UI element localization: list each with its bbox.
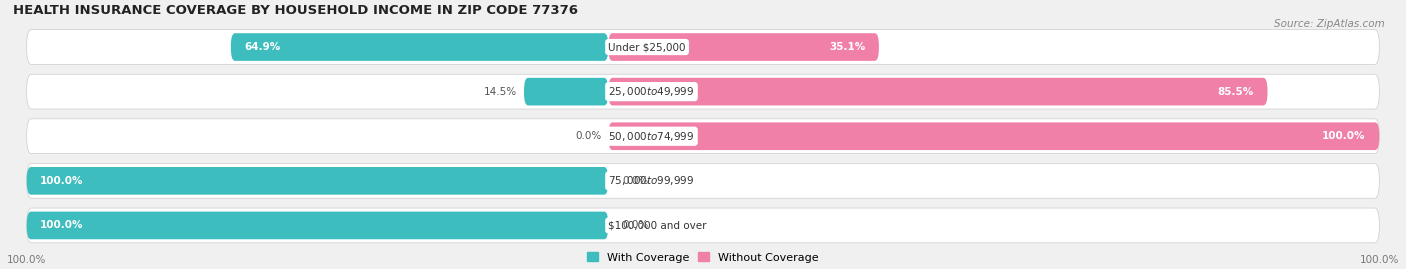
FancyBboxPatch shape (27, 167, 609, 195)
FancyBboxPatch shape (231, 33, 609, 61)
FancyBboxPatch shape (609, 78, 1268, 105)
FancyBboxPatch shape (524, 78, 609, 105)
Text: Source: ZipAtlas.com: Source: ZipAtlas.com (1274, 19, 1385, 29)
Text: Under $25,000: Under $25,000 (609, 42, 686, 52)
Text: $50,000 to $74,999: $50,000 to $74,999 (609, 130, 695, 143)
Text: 35.1%: 35.1% (830, 42, 866, 52)
Text: 0.0%: 0.0% (575, 131, 602, 141)
FancyBboxPatch shape (27, 30, 1379, 65)
FancyBboxPatch shape (27, 208, 1379, 243)
FancyBboxPatch shape (27, 212, 609, 239)
Legend: With Coverage, Without Coverage: With Coverage, Without Coverage (588, 252, 818, 263)
Text: 0.0%: 0.0% (623, 176, 650, 186)
Text: 14.5%: 14.5% (484, 87, 517, 97)
Text: $100,000 and over: $100,000 and over (609, 220, 707, 231)
Text: 100.0%: 100.0% (1322, 131, 1365, 141)
Text: 100.0%: 100.0% (41, 220, 84, 231)
FancyBboxPatch shape (27, 119, 1379, 154)
Text: 85.5%: 85.5% (1218, 87, 1254, 97)
Text: HEALTH INSURANCE COVERAGE BY HOUSEHOLD INCOME IN ZIP CODE 77376: HEALTH INSURANCE COVERAGE BY HOUSEHOLD I… (13, 4, 578, 17)
FancyBboxPatch shape (27, 74, 1379, 109)
Text: 64.9%: 64.9% (245, 42, 281, 52)
Text: $25,000 to $49,999: $25,000 to $49,999 (609, 85, 695, 98)
FancyBboxPatch shape (27, 164, 1379, 198)
FancyBboxPatch shape (609, 33, 879, 61)
FancyBboxPatch shape (609, 122, 1379, 150)
Text: 0.0%: 0.0% (623, 220, 650, 231)
Text: 100.0%: 100.0% (41, 176, 84, 186)
Text: $75,000 to $99,999: $75,000 to $99,999 (609, 174, 695, 187)
